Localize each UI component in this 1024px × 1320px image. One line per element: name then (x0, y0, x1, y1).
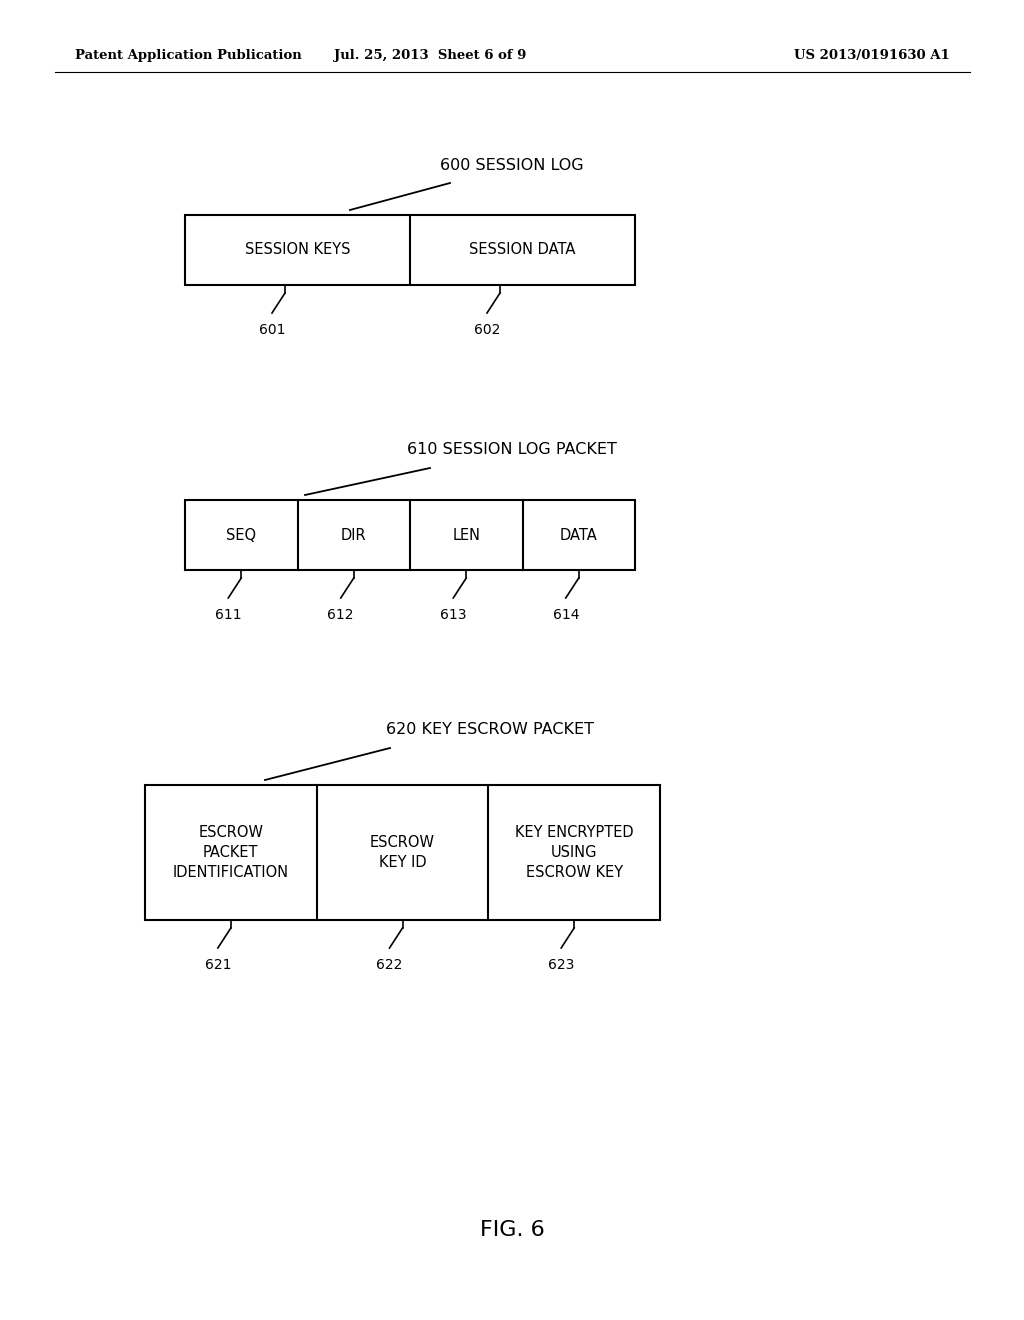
Text: 621: 621 (205, 958, 231, 972)
Text: 600 SESSION LOG: 600 SESSION LOG (440, 157, 584, 173)
Text: Patent Application Publication: Patent Application Publication (75, 49, 302, 62)
Text: US 2013/0191630 A1: US 2013/0191630 A1 (795, 49, 950, 62)
Text: 602: 602 (474, 323, 500, 337)
Bar (185, 500, 635, 570)
Text: Jul. 25, 2013  Sheet 6 of 9: Jul. 25, 2013 Sheet 6 of 9 (334, 49, 526, 62)
Text: 611: 611 (215, 609, 242, 622)
Text: 614: 614 (553, 609, 579, 622)
Text: LEN: LEN (453, 528, 480, 543)
Text: KEY ENCRYPTED
USING
ESCROW KEY: KEY ENCRYPTED USING ESCROW KEY (515, 825, 634, 880)
Text: SESSION KEYS: SESSION KEYS (245, 243, 350, 257)
Text: ESCROW
KEY ID: ESCROW KEY ID (370, 836, 435, 870)
Text: ESCROW
PACKET
IDENTIFICATION: ESCROW PACKET IDENTIFICATION (173, 825, 289, 880)
Text: 610 SESSION LOG PACKET: 610 SESSION LOG PACKET (408, 442, 616, 458)
Text: DATA: DATA (560, 528, 598, 543)
Bar (185, 215, 635, 285)
Text: 601: 601 (259, 323, 286, 337)
Text: 623: 623 (548, 958, 574, 972)
Text: 622: 622 (376, 958, 402, 972)
Text: SESSION DATA: SESSION DATA (469, 243, 575, 257)
Text: SEQ: SEQ (226, 528, 256, 543)
Text: 613: 613 (440, 609, 467, 622)
Text: DIR: DIR (341, 528, 367, 543)
Text: 612: 612 (328, 609, 354, 622)
Bar (145, 785, 660, 920)
Text: FIG. 6: FIG. 6 (479, 1220, 545, 1239)
Text: 620 KEY ESCROW PACKET: 620 KEY ESCROW PACKET (386, 722, 594, 738)
